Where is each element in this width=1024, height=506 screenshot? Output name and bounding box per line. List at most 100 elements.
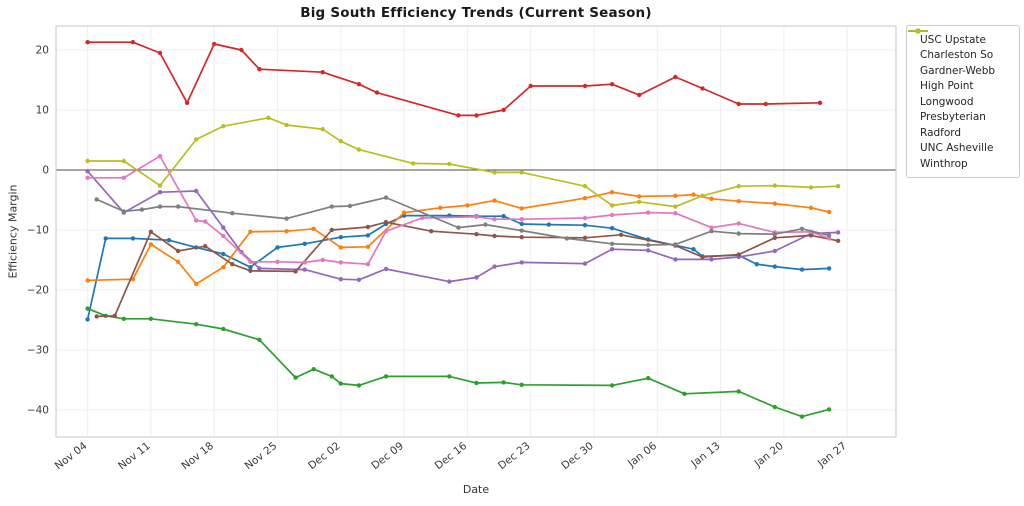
series-line-unc-asheville [96, 196, 830, 246]
data-point [85, 175, 90, 180]
data-point [447, 161, 452, 167]
data-point [175, 204, 181, 209]
data-point [609, 383, 615, 388]
data-point [266, 115, 271, 121]
data-point [203, 219, 208, 224]
data-point [112, 313, 118, 318]
data-point [365, 224, 371, 230]
legend: USC Upstate Charleston So Gardner-Webb High… [906, 25, 1020, 178]
data-point [401, 210, 407, 215]
data-point [492, 170, 497, 175]
data-point [130, 236, 136, 241]
data-point [736, 199, 741, 204]
y-tick-label: −10 [27, 225, 49, 237]
data-point [94, 314, 99, 319]
data-point [682, 391, 687, 396]
data-point [338, 245, 343, 250]
data-point [221, 265, 226, 270]
data-point [772, 235, 777, 240]
data-point [121, 209, 127, 214]
data-point [139, 207, 145, 212]
data-point [772, 404, 777, 410]
legend-label: Gardner-Webb [920, 64, 996, 77]
data-point [121, 316, 127, 321]
data-point [474, 232, 479, 237]
data-point [772, 201, 777, 206]
data-point [221, 326, 226, 332]
data-point [835, 230, 841, 235]
series-line-charleston-so [87, 191, 830, 285]
data-point [582, 223, 588, 228]
series-line-longwood [86, 170, 839, 283]
legend-item-charleston-so: Charleston So [908, 28, 1011, 64]
data-point [519, 228, 524, 233]
x-tick-label: Nov 11 [116, 440, 153, 472]
data-point [736, 101, 741, 107]
data-point [194, 188, 199, 194]
data-point [275, 245, 280, 250]
legend-item-longwood: Longwood [908, 28, 1011, 110]
data-point [248, 268, 253, 273]
data-point [320, 257, 325, 263]
data-point [736, 184, 741, 189]
data-point [85, 306, 90, 311]
data-point [609, 212, 615, 218]
data-point [121, 175, 127, 180]
data-point [157, 183, 163, 188]
legend-label: UNC Asheville [920, 142, 994, 155]
data-point [302, 241, 307, 246]
data-point [700, 254, 705, 260]
legend-item-radford: Radford [908, 28, 1011, 141]
data-point [519, 235, 524, 240]
data-point [582, 235, 588, 240]
data-point [709, 229, 714, 234]
data-point [736, 231, 741, 236]
data-point [835, 184, 841, 189]
data-point [356, 147, 362, 152]
data-point [637, 92, 642, 98]
legend-label: Longwood [920, 95, 974, 108]
data-point [456, 225, 461, 230]
data-point [736, 389, 741, 394]
data-point [609, 226, 615, 231]
legend-label: Winthrop [920, 157, 968, 170]
data-point [519, 382, 524, 387]
data-point [203, 244, 208, 249]
data-point [528, 83, 533, 89]
data-point [609, 247, 615, 252]
data-point [637, 199, 642, 204]
x-tick-label: Dec 30 [559, 440, 596, 472]
data-point [609, 190, 615, 195]
data-point [754, 262, 759, 267]
legend-marker-icon [908, 28, 928, 34]
data-point [582, 83, 588, 89]
data-point [673, 257, 678, 262]
data-point [799, 226, 805, 231]
data-point [618, 232, 624, 237]
data-point [383, 220, 389, 225]
data-point [302, 260, 307, 265]
plot-border [55, 25, 897, 438]
series-line-high-point [87, 41, 821, 117]
data-point [501, 380, 506, 385]
data-point [772, 264, 777, 269]
data-point [465, 203, 470, 208]
data-point [772, 183, 777, 188]
data-point [85, 169, 90, 174]
data-point [519, 206, 524, 211]
data-point [293, 375, 298, 380]
data-point [103, 236, 108, 241]
data-point [808, 205, 814, 210]
data-point [302, 267, 307, 272]
data-point [383, 374, 389, 379]
x-tick-label: Dec 09 [369, 440, 406, 472]
data-point [157, 204, 163, 209]
legend-item-high-point: High Point [908, 28, 1011, 95]
x-tick-label: Jan 06 [625, 440, 659, 471]
data-point [157, 190, 163, 195]
data-point [582, 215, 588, 221]
x-tick-label: Dec 23 [496, 440, 533, 472]
data-point [546, 222, 551, 227]
data-point [121, 158, 127, 164]
